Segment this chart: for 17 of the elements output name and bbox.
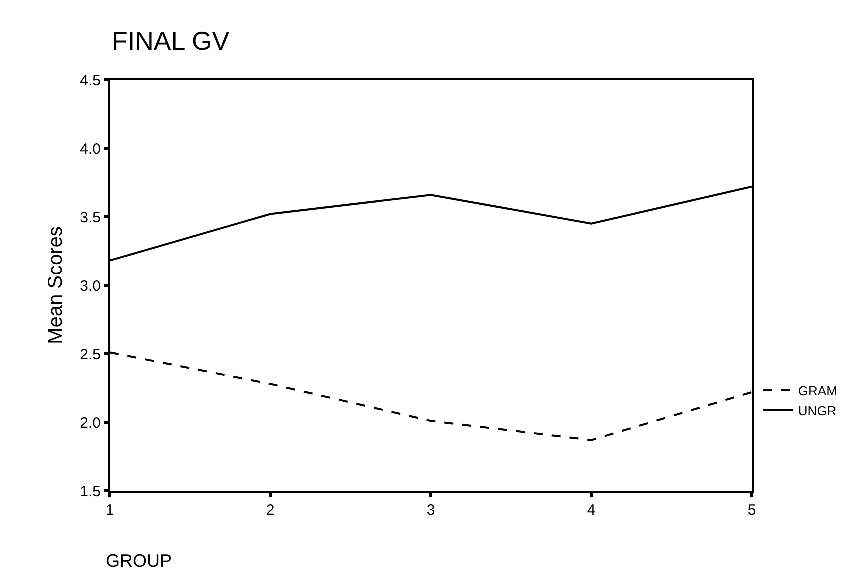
y-tick-label: 1.5 [80, 483, 101, 500]
y-tick-label: 4.5 [80, 72, 101, 90]
y-tick-label: 3.0 [80, 278, 101, 295]
x-tick-label: 1 [106, 502, 114, 519]
y-axis-title: Mean Scores [45, 226, 68, 344]
x-tick-label: 3 [426, 502, 436, 519]
x-tick-label: 5 [748, 502, 756, 519]
y-tick-label: 2.0 [80, 414, 101, 432]
x-tick-label: 2 [266, 502, 275, 519]
y-tick-label: 2.5 [80, 346, 101, 364]
y-tick-label: 4.0 [80, 140, 101, 158]
legend-label: GRAM [798, 384, 838, 399]
legend-label: UNGR [798, 404, 837, 418]
y-tick-label: 3.5 [80, 209, 101, 226]
x-axis-title: GROUP [106, 551, 172, 571]
chart-title: FINAL GV [112, 26, 230, 56]
x-tick-label: 4 [587, 502, 596, 519]
